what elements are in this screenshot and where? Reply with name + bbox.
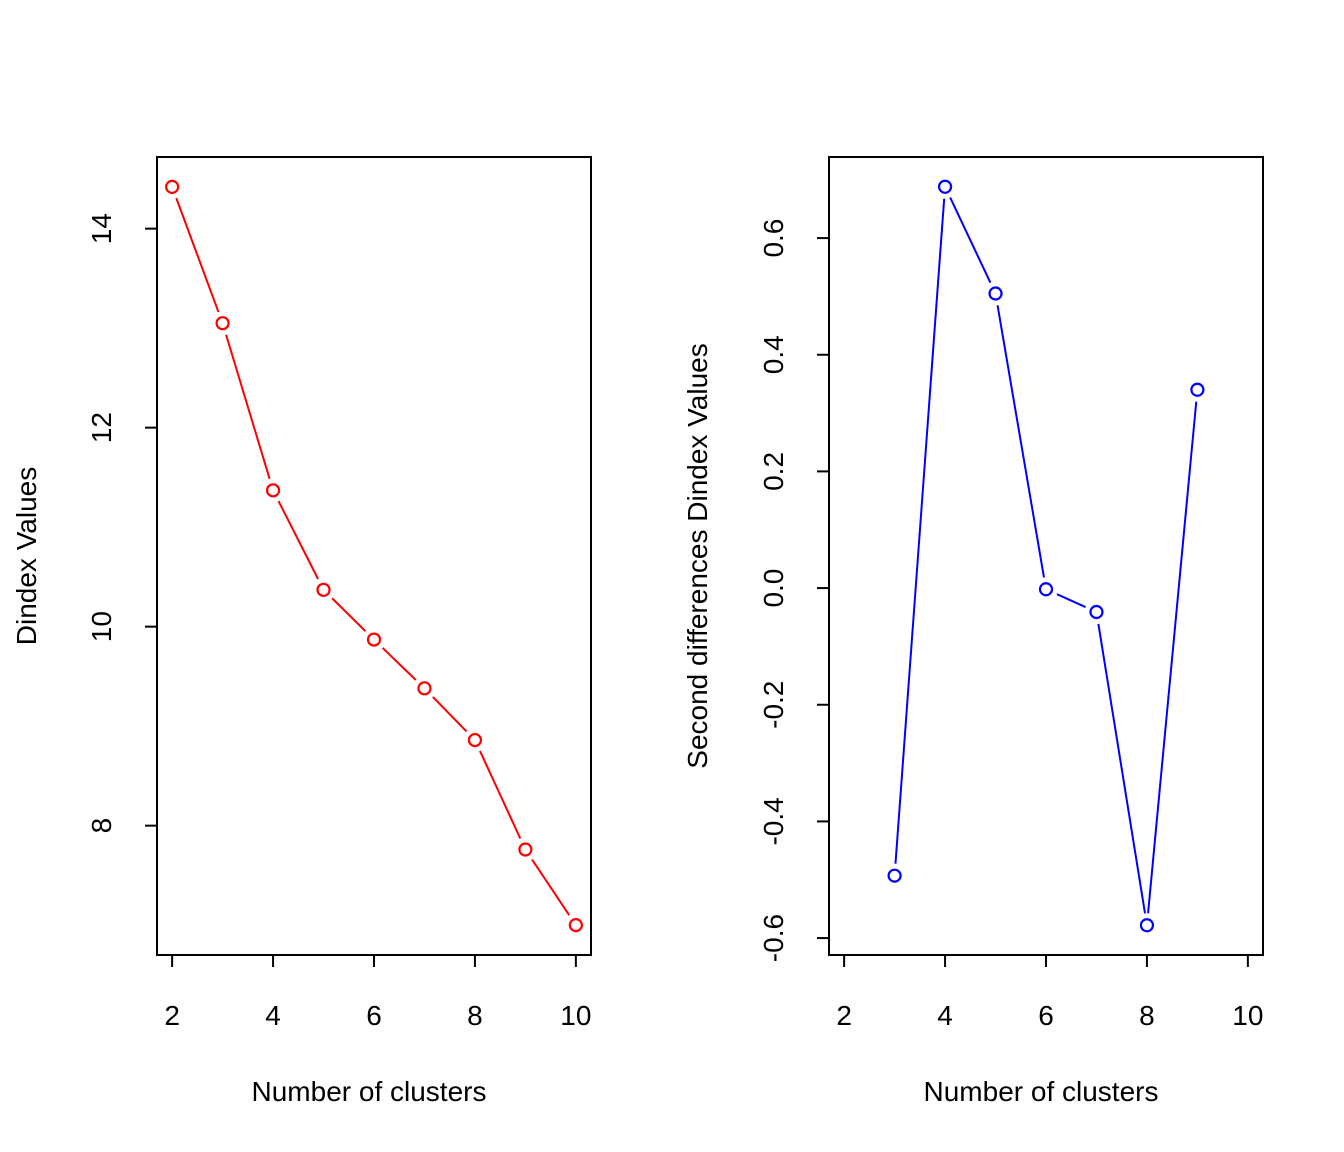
data-point bbox=[1139, 918, 1155, 933]
data-point bbox=[518, 842, 533, 857]
data-point bbox=[937, 179, 953, 194]
data-point bbox=[316, 582, 331, 597]
series-line-segment bbox=[432, 696, 468, 733]
series-line-segment bbox=[381, 647, 417, 681]
y-tick-label: 0.0 bbox=[758, 569, 789, 608]
series-line-segment bbox=[479, 750, 522, 840]
x-tick-label: 10 bbox=[560, 1000, 591, 1031]
data-point bbox=[165, 179, 180, 194]
data-series bbox=[165, 179, 583, 933]
data-point bbox=[366, 632, 382, 647]
series-line-segment bbox=[894, 198, 946, 864]
data-point bbox=[215, 316, 230, 331]
y-tick-label: 12 bbox=[86, 412, 117, 443]
data-point bbox=[417, 681, 432, 696]
x-tick-label: 4 bbox=[937, 1000, 953, 1031]
x-tick-label: 2 bbox=[836, 1000, 852, 1031]
y-axis: -0.6 -0.4 -0.2 0.0 0.2 0.4 0.6 bbox=[758, 219, 830, 962]
x-tick-label: 6 bbox=[1038, 1000, 1054, 1031]
y-tick-label: 8 bbox=[86, 818, 117, 834]
y-axis-label: Dindex Values bbox=[11, 467, 42, 645]
data-point bbox=[467, 732, 483, 748]
y-axis: 8 10 12 14 bbox=[86, 213, 158, 834]
y-tick-label: 14 bbox=[86, 213, 117, 244]
series-line-segment bbox=[949, 197, 992, 284]
series-line-segment bbox=[277, 500, 319, 580]
x-axis: 2 4 6 8 10 bbox=[164, 954, 591, 1031]
data-point bbox=[887, 868, 902, 883]
x-tick-label: 8 bbox=[1139, 1000, 1155, 1031]
x-tick-label: 8 bbox=[467, 1000, 483, 1031]
series-line-segment bbox=[1097, 623, 1147, 914]
y-tick-label: -0.2 bbox=[758, 681, 789, 729]
series-line-segment bbox=[531, 858, 571, 916]
x-tick-label: 10 bbox=[1232, 1000, 1263, 1031]
series-line-segment bbox=[175, 197, 220, 313]
x-tick-label: 6 bbox=[366, 1000, 382, 1031]
x-axis-label: Number of clusters bbox=[924, 1076, 1159, 1107]
series-line-segment bbox=[331, 597, 367, 632]
y-tick-label: 0.6 bbox=[758, 219, 789, 258]
x-tick-label: 4 bbox=[265, 1000, 281, 1031]
data-point bbox=[265, 483, 281, 498]
y-tick-label: 10 bbox=[86, 611, 117, 642]
second-differences-panel: 2 4 6 8 10 -0.6 -0.4 -0.2 0.0 0.2 0.4 0.6 Number o… bbox=[682, 156, 1264, 1107]
dindex-panel: 2 4 6 8 10 8 10 12 14 Number of clusters Dindex… bbox=[11, 156, 592, 1107]
data-point bbox=[1190, 382, 1205, 397]
y-tick-label: 0.4 bbox=[758, 335, 789, 374]
data-point bbox=[1038, 582, 1054, 597]
y-axis-label: Second differences Dindex Values bbox=[682, 343, 713, 768]
data-point bbox=[568, 918, 583, 933]
y-tick-label: -0.4 bbox=[758, 797, 789, 845]
y-tick-label: -0.6 bbox=[758, 914, 789, 962]
data-series bbox=[887, 179, 1205, 933]
series-line-segment bbox=[996, 305, 1045, 578]
series-line-segment bbox=[1147, 401, 1198, 914]
data-point bbox=[988, 286, 1003, 301]
x-tick-label: 2 bbox=[164, 1000, 180, 1031]
x-axis: 2 4 6 8 10 bbox=[836, 954, 1263, 1031]
y-tick-label: 0.2 bbox=[758, 452, 789, 491]
series-line-segment bbox=[225, 334, 271, 480]
data-point bbox=[1089, 604, 1104, 620]
x-axis-label: Number of clusters bbox=[252, 1076, 487, 1107]
series-line-segment bbox=[1056, 593, 1086, 608]
